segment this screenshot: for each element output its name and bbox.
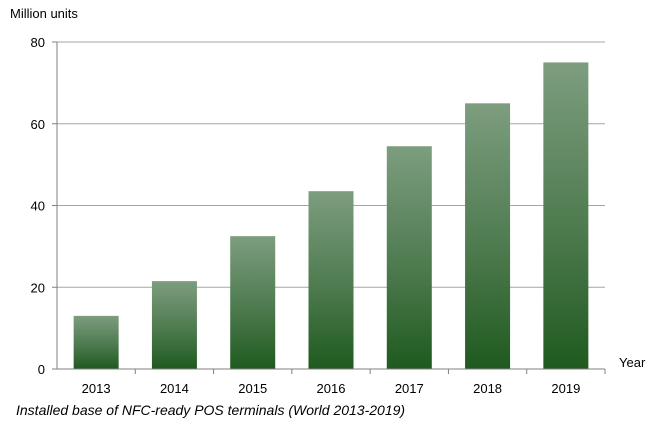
bar-2015 xyxy=(230,236,276,369)
x-tick-label: 2019 xyxy=(551,381,580,396)
bar-2016 xyxy=(308,191,354,369)
x-tick-label: 2017 xyxy=(395,381,424,396)
y-axis-title: Million units xyxy=(10,6,78,21)
bar-2017 xyxy=(386,146,432,369)
bar-2013 xyxy=(73,315,119,369)
y-tick-label: 60 xyxy=(31,117,45,132)
bar-2014 xyxy=(151,281,197,369)
y-tick-label: 0 xyxy=(38,362,45,377)
bar-2019 xyxy=(543,62,589,369)
bar-chart: Million units Year 0 20 40 60 80 2013 2014 2015… xyxy=(10,6,646,396)
x-tick-label: 2016 xyxy=(317,381,346,396)
x-tick-label: 2018 xyxy=(473,381,502,396)
x-tick-label: 2014 xyxy=(160,381,189,396)
x-axis-title: Year xyxy=(619,355,646,370)
x-tick-label: 2015 xyxy=(238,381,267,396)
y-tick-label: 80 xyxy=(31,35,45,50)
chart-caption: Installed base of NFC-ready POS terminal… xyxy=(16,402,406,418)
bar-2018 xyxy=(465,103,511,369)
y-tick-label: 20 xyxy=(31,280,45,295)
x-tick-label: 2013 xyxy=(82,381,111,396)
y-tick-label: 40 xyxy=(31,199,45,214)
